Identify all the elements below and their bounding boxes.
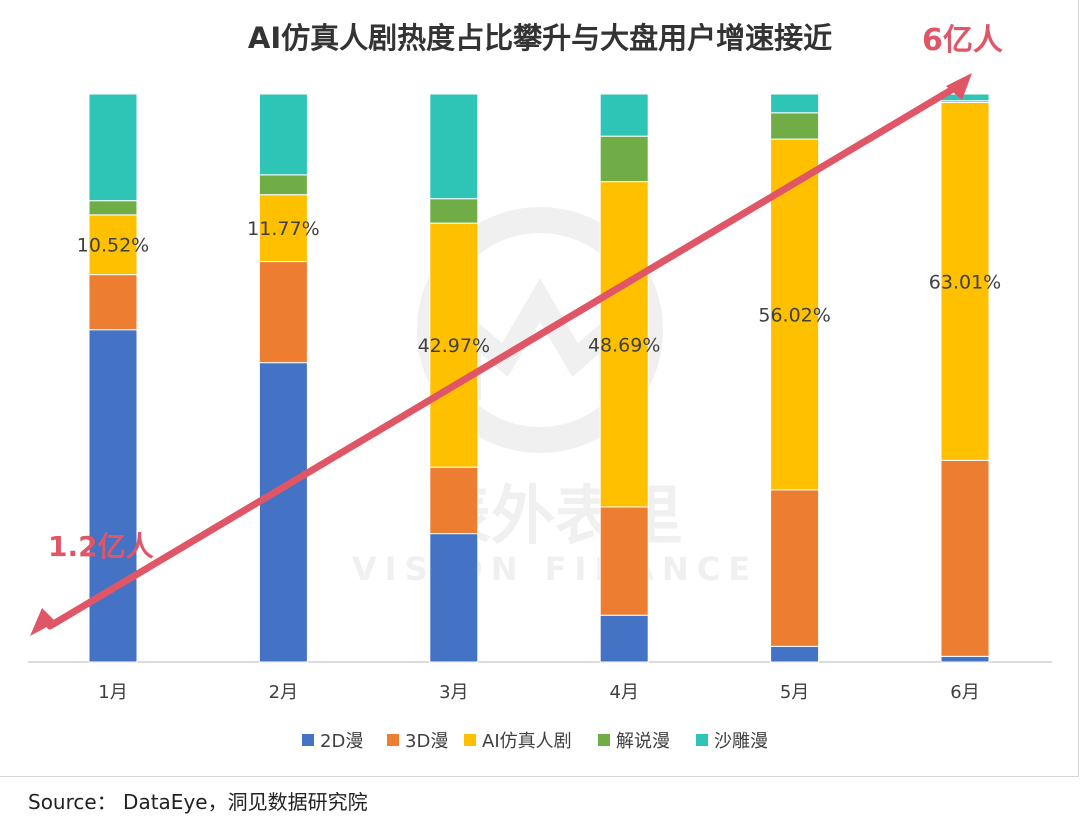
legend-label-5: 沙雕漫: [714, 731, 768, 752]
trend-start-label: 1.2亿人: [48, 530, 154, 563]
bar-segment-2-5: [258, 93, 308, 176]
x-tick-label-1: 1月: [98, 682, 127, 703]
bar-segment-1-4: [88, 200, 138, 216]
legend: 2D漫 3D漫 AI仿真人剧 解说漫 沙雕漫: [302, 731, 768, 752]
bar-segment-5-2: [770, 489, 820, 647]
data-label-6: 63.01%: [929, 271, 1001, 293]
trend-arrowhead-end: [946, 73, 972, 100]
trend-arrow-line: [46, 82, 962, 630]
watermark-logo: 表外表里 VISION FINANCE: [352, 207, 758, 588]
bar-segment-5-3: [770, 138, 820, 491]
legend-label-3: AI仿真人剧: [482, 731, 572, 752]
data-labels-layer: 10.52% 11.77% 42.97% 48.69% 56.02% 63.01%: [77, 218, 1001, 357]
bar-segment-2-4: [258, 174, 308, 196]
trend-arrowhead-start: [30, 608, 56, 636]
legend-swatch-5: [696, 734, 708, 746]
bar-segment-4-5: [599, 93, 649, 137]
bar-segment-4-2: [599, 506, 649, 616]
bar-segment-3-1: [429, 533, 479, 663]
bar-segment-1-3: [88, 214, 138, 276]
source-note: Source： DataEye，洞见数据研究院: [28, 790, 368, 814]
chart-frame: 表外表里 VISION FINANCE AI仿真人剧热度占比攀升与大盘用户增速接…: [0, 0, 1079, 777]
chart-title: AI仿真人剧热度占比攀升与大盘用户增速接近: [248, 21, 832, 55]
bar-segment-3-4: [429, 198, 479, 224]
bars-layer: [88, 93, 990, 663]
x-tick-label-3: 3月: [439, 682, 468, 703]
bar-segment-4-4: [599, 135, 649, 183]
bar-segment-4-1: [599, 614, 649, 663]
bar-segment-4-3: [599, 181, 649, 508]
trend-arrow-group: 1.2亿人 6亿人: [30, 23, 1003, 636]
bar-segment-1-1: [88, 329, 138, 663]
data-label-2: 11.77%: [247, 218, 319, 240]
legend-swatch-1: [302, 734, 314, 746]
bar-segment-2-2: [258, 261, 308, 364]
x-axis-ticks: 1月 2月 3月 4月 5月 6月: [98, 682, 979, 703]
data-label-5: 56.02%: [758, 304, 830, 326]
x-tick-label-6: 6月: [950, 682, 979, 703]
legend-swatch-4: [598, 734, 610, 746]
x-tick-label-2: 2月: [269, 682, 298, 703]
x-tick-label-5: 5月: [780, 682, 809, 703]
legend-label-1: 2D漫: [320, 731, 363, 752]
bar-segment-2-1: [258, 362, 308, 663]
data-label-1: 10.52%: [77, 235, 149, 257]
legend-label-2: 3D漫: [405, 731, 448, 752]
bar-segment-6-1: [940, 655, 990, 663]
x-tick-label-4: 4月: [609, 682, 638, 703]
stacked-bar-chart: 表外表里 VISION FINANCE AI仿真人剧热度占比攀升与大盘用户增速接…: [28, 21, 1052, 752]
legend-swatch-3: [464, 734, 476, 746]
bar-segment-3-2: [429, 466, 479, 535]
bar-segment-5-1: [770, 645, 820, 663]
bar-segment-6-3: [940, 101, 990, 461]
bar-segment-3-5: [429, 93, 479, 200]
bar-segment-6-2: [940, 459, 990, 657]
bar-segment-1-2: [88, 274, 138, 331]
data-label-4: 48.69%: [588, 334, 660, 356]
legend-swatch-2: [387, 734, 399, 746]
legend-label-4: 解说漫: [616, 731, 670, 752]
bar-segment-2-3: [258, 194, 308, 263]
watermark-en: VISION FINANCE: [352, 550, 758, 588]
bar-segment-1-5: [88, 93, 138, 202]
bar-segment-3-3: [429, 222, 479, 468]
bar-segment-5-5: [770, 93, 820, 114]
trend-end-label: 6亿人: [922, 23, 1003, 58]
bar-segment-5-4: [770, 112, 820, 140]
data-label-3: 42.97%: [418, 335, 490, 357]
